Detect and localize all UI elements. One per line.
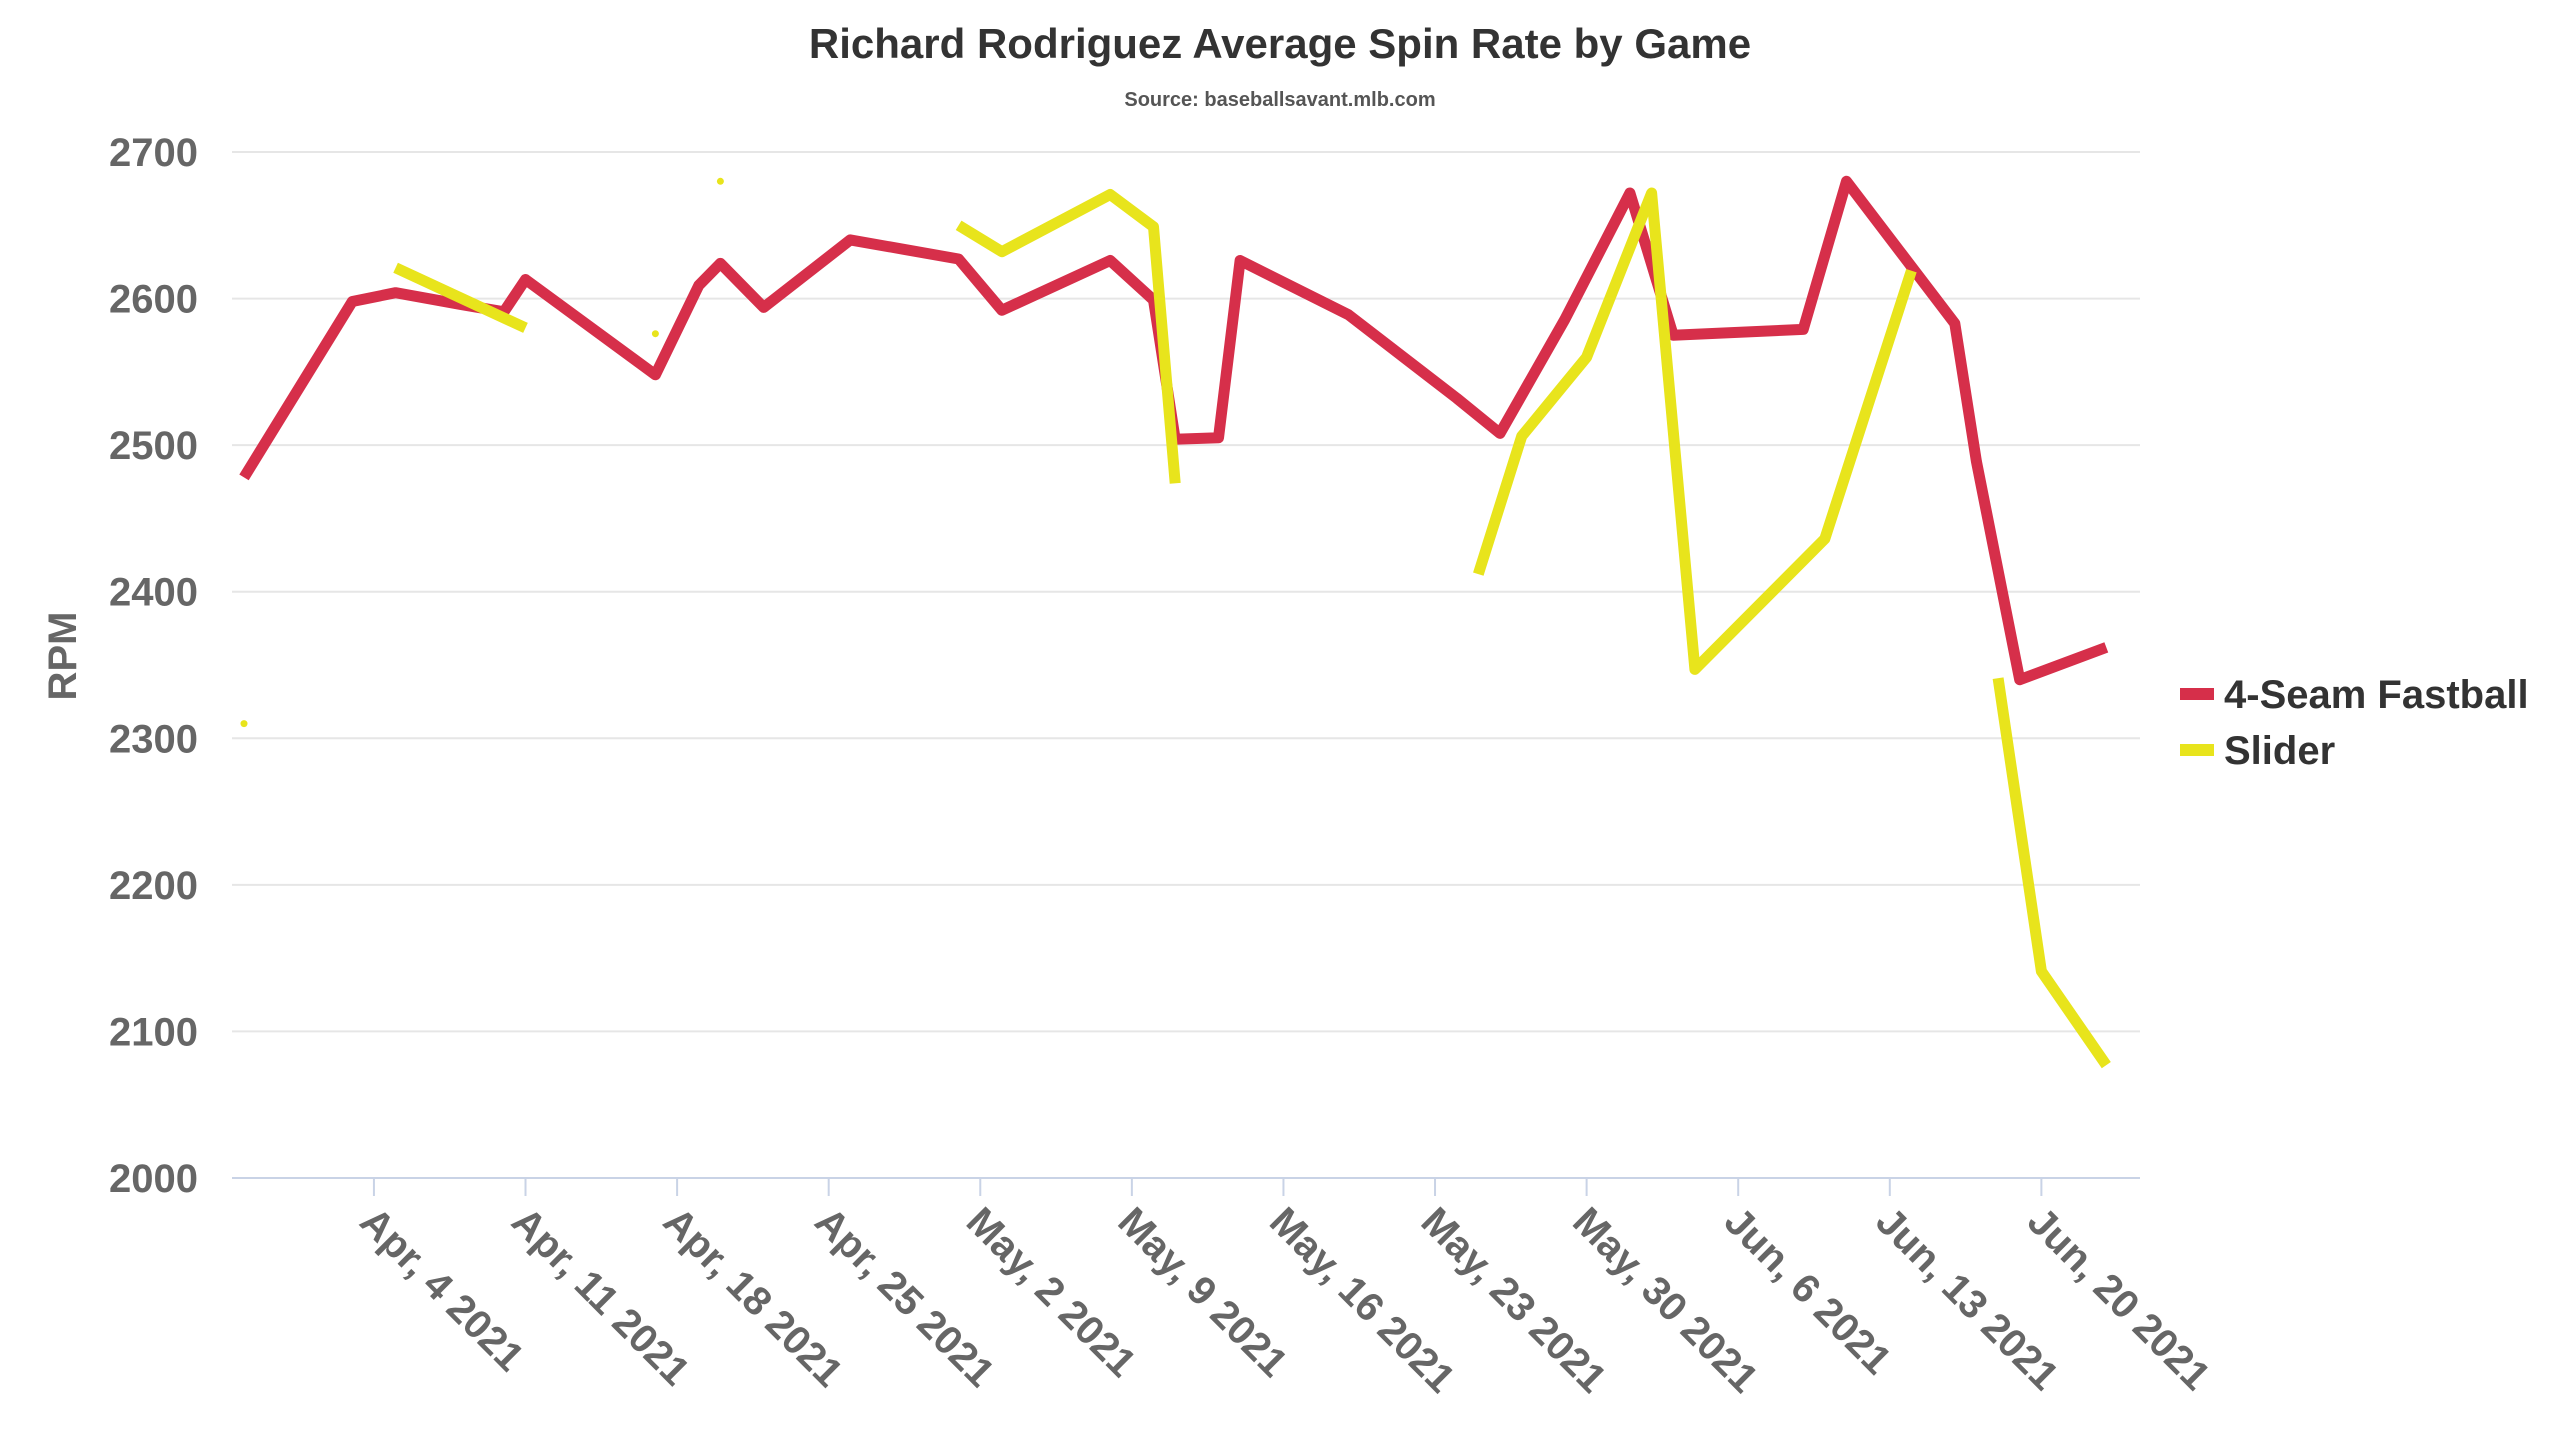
data-point [716,177,724,185]
y-tick-label: 2700 [109,131,198,175]
series-line-segment [393,262,528,333]
y-tick-label: 2200 [109,864,198,908]
y-axis-ticks: 2000 2100 2200 2300 2400 2500 2600 2700 [109,131,198,1201]
y-axis-label: RPM [41,612,85,701]
series-line-segment [955,189,1181,484]
grid-lines [232,151,2140,1179]
y-tick-label: 2600 [109,278,198,322]
y-tick-label: 2000 [109,1157,198,1201]
y-tick-label: 2500 [109,424,198,468]
series-lines [239,175,2111,1069]
chart-subtitle: Source: baseballsavant.mlb.com [1124,89,1435,111]
data-point [240,720,248,728]
legend-label: 4-Seam Fastball [2224,673,2529,717]
x-tick-label: Apr, 4 2021 [352,1199,532,1379]
y-tick-label: 2300 [109,717,198,761]
data-point [651,330,659,338]
y-tick-label: 2100 [109,1010,198,1054]
y-tick-label: 2400 [109,571,198,615]
legend: 4-Seam Fastball Slider [2180,673,2529,773]
series-line-segment [1473,187,1917,675]
legend-label: Slider [2224,729,2335,773]
series-line-segment [1992,677,2111,1069]
chart-title: Richard Rodriguez Average Spin Rate by G… [809,20,1751,67]
series-1 [240,177,2111,1069]
